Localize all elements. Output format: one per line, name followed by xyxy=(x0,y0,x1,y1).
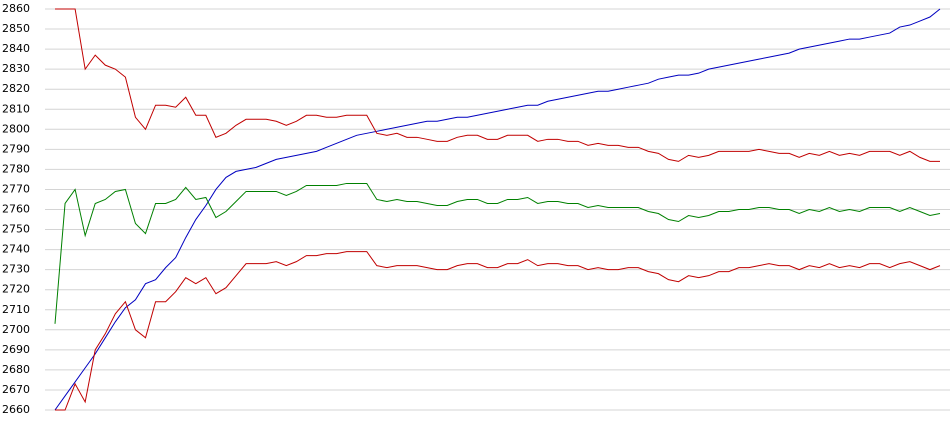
y-tick-label: 2820 xyxy=(2,82,30,95)
y-tick-label: 2750 xyxy=(2,223,30,236)
y-tick-label: 2840 xyxy=(2,42,30,55)
y-tick-label: 2740 xyxy=(2,243,30,256)
y-tick-label: 2730 xyxy=(2,263,30,276)
y-tick-label: 2660 xyxy=(2,403,30,416)
y-tick-label: 2860 xyxy=(2,2,30,15)
series-line xyxy=(54,8,941,411)
y-tick-label: 2720 xyxy=(2,283,30,296)
y-tick-label: 2670 xyxy=(2,383,30,396)
series-line xyxy=(55,8,940,162)
y-tick-label: 2680 xyxy=(2,363,30,376)
y-tick-label: 2830 xyxy=(2,62,30,75)
y-tick-label: 2790 xyxy=(2,142,30,155)
y-tick-label: 2800 xyxy=(2,122,30,135)
series-line xyxy=(55,251,941,411)
y-tick-label: 2810 xyxy=(2,102,30,115)
series-line xyxy=(54,182,941,324)
y-tick-label: 2770 xyxy=(2,182,30,195)
y-tick-label: 2690 xyxy=(2,343,30,356)
y-tick-label: 2700 xyxy=(2,323,30,336)
y-tick-label: 2760 xyxy=(2,203,30,216)
y-tick-label: 2850 xyxy=(2,22,30,35)
y-tick-label: 2710 xyxy=(2,303,30,316)
y-tick-label: 2780 xyxy=(2,162,30,175)
